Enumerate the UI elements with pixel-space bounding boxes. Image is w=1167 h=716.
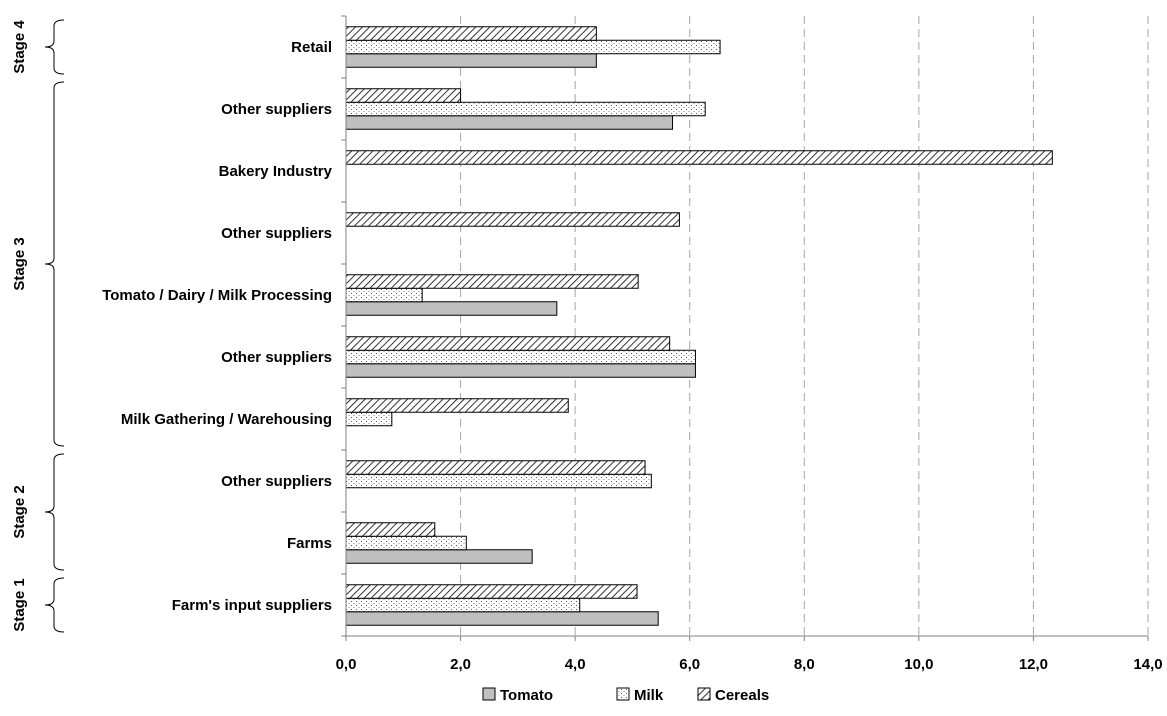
bar-tomato [345,549,533,564]
x-tick-label: 14,0 [1133,656,1162,673]
x-tick-label: 8,0 [794,656,815,673]
legend-swatch-tomato [482,687,496,701]
x-tick-label: 12,0 [1019,656,1048,673]
bar-tomato [345,115,674,130]
category-label: Other suppliers [221,101,332,118]
bar-cereals [345,522,436,537]
stage-annotations: Stage 1 Stage 2 Stage 3 Stage 4 [11,19,65,633]
category-label: Other suppliers [221,473,332,490]
bar-milk [345,287,423,303]
bar-cereals [345,88,462,103]
x-tick-label: 6,0 [679,656,700,673]
category-label: Retail [291,39,332,56]
stage-brace [44,19,65,75]
bars [345,26,1053,626]
bar-milk [345,597,581,613]
bar-cereals [345,26,597,41]
bar-tomato [345,301,558,316]
category-label: Milk Gathering / Warehousing [121,411,332,428]
legend-label-milk: Milk [634,687,664,704]
category-label: Tomato / Dairy / Milk Processing [102,287,332,304]
bar-milk [345,349,696,365]
bar-cereals [345,398,569,413]
bar-cereals [345,274,639,289]
stage-label: Stage 1 [11,578,28,631]
bar-cereals [345,212,680,227]
legend-swatch-cereals [697,687,711,701]
axes: 0,0 2,0 4,0 6,0 8,0 10,0 12,0 14,0 [336,15,1163,673]
bar-milk [345,473,652,489]
stage-brace [44,81,65,447]
stage-label: Stage 3 [11,237,28,290]
x-tick-label: 4,0 [565,656,586,673]
stage-brace [44,577,65,633]
bar-cereals [345,336,671,351]
x-tick-label: 2,0 [450,656,471,673]
bar-cereals [345,150,1053,165]
category-labels: Farm's input suppliers Farms Other supplie… [102,39,332,614]
legend-label-tomato: Tomato [500,687,553,704]
category-label: Farm's input suppliers [172,597,332,614]
bar-cereals [345,584,638,599]
bar-milk [345,411,393,427]
category-label: Bakery Industry [219,163,333,180]
bar-cereals [345,460,646,475]
category-label: Other suppliers [221,349,332,366]
legend-swatch-milk [616,687,630,701]
stage-brace [44,453,65,571]
category-label: Other suppliers [221,225,332,242]
category-label: Farms [287,535,332,552]
legend-label-cereals: Cereals [715,687,769,704]
bar-milk [345,39,721,55]
bar-tomato [345,53,597,68]
bar-tomato [345,363,696,378]
x-tick-label: 0,0 [336,656,357,673]
bar-milk [345,101,706,117]
stage-label: Stage 4 [11,20,28,74]
bar-milk [345,535,467,551]
stage-label: Stage 2 [11,485,28,538]
x-tick-label: 10,0 [904,656,933,673]
bar-tomato [345,611,659,626]
legend: Tomato Milk Cereals [482,687,769,704]
